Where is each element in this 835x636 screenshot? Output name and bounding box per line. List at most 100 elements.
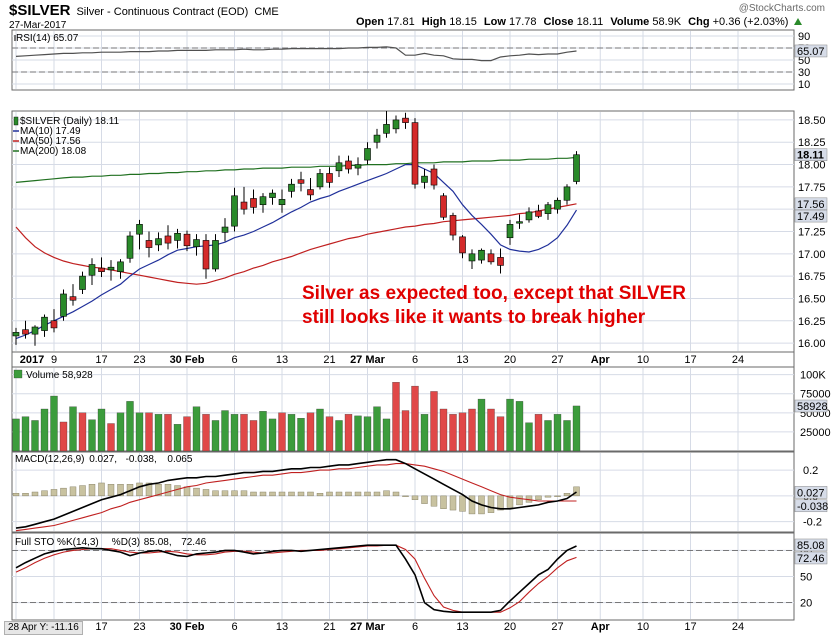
candle-body	[478, 249, 485, 261]
price-tick-label: 18.25	[798, 137, 826, 149]
open-value: 17.81	[387, 16, 415, 28]
price-legend-item: MA(50) 17.56	[20, 136, 81, 147]
candle-body	[41, 316, 48, 331]
time-axis-label: 27	[551, 354, 563, 366]
bottom-axis-label: 17	[684, 621, 696, 633]
chg-label: Chg	[688, 16, 710, 28]
volume-bar	[553, 414, 562, 452]
volume-bar	[221, 410, 229, 452]
macd-histogram-bar	[12, 493, 20, 497]
sto-k-badge: 85.08	[797, 540, 825, 552]
volume-bar	[344, 414, 353, 452]
candle-body	[335, 162, 343, 172]
macd-histogram-bar	[373, 491, 381, 497]
rsi-badge-bg	[794, 44, 828, 58]
macd-histogram-bar	[212, 490, 219, 497]
macd-histogram-bar	[468, 495, 476, 515]
volume-bar	[240, 414, 248, 452]
volume-badge: 58928	[797, 401, 828, 413]
volume-bar	[278, 412, 286, 452]
macd-histogram-bar	[240, 490, 248, 497]
volume-bar	[468, 408, 476, 452]
candle-body	[69, 296, 77, 301]
sto-legend-item: 85.08,	[144, 537, 172, 548]
candle-body	[88, 264, 96, 276]
rsi-legend: RSI(14) 65.07	[16, 33, 79, 44]
candle-body	[240, 201, 248, 210]
bottom-axis-label: 6	[231, 621, 237, 633]
candle-body	[544, 204, 552, 214]
macd-histogram-bar	[544, 495, 552, 498]
volume-bar	[401, 410, 410, 452]
macd-legend-item: 0.027,	[89, 454, 117, 465]
price-legend-item: MA(200) 18.08	[20, 146, 87, 157]
candle-body	[373, 134, 381, 143]
macd-tick-label: -0.2	[803, 517, 822, 529]
instrument-name: Silver - Continuous Contract (EOD)	[76, 6, 249, 18]
price-tick-label: 16.25	[798, 316, 826, 328]
macd-signal-badge: -0.038	[797, 501, 828, 513]
cursor-readout: 28 Apr Y: -11.16	[4, 621, 83, 635]
candle-body	[554, 199, 561, 210]
candle-body	[288, 183, 295, 192]
candle-body	[468, 253, 476, 262]
macd-histogram-bar	[326, 491, 333, 497]
candle-body	[183, 233, 191, 247]
volume-bar	[506, 398, 514, 452]
macd-line	[15, 458, 577, 529]
triangle-up-icon	[793, 18, 802, 25]
macd-histogram-bar	[193, 487, 200, 497]
sto-legend-item: %D(3)	[112, 537, 140, 548]
volume-bar	[477, 398, 486, 452]
volume-bar	[31, 420, 39, 452]
macd-histogram-bar	[506, 495, 514, 508]
candle-body	[326, 173, 333, 183]
macd-histogram-bar	[392, 491, 400, 497]
volume-bar	[192, 406, 201, 452]
candle-body	[107, 266, 115, 271]
price-tick-label: 17.00	[798, 249, 826, 261]
macd-histogram-bar	[60, 487, 67, 497]
low-label: Low	[483, 16, 506, 28]
candle-body	[22, 329, 29, 335]
candle-body	[155, 238, 162, 246]
ohlc-readout: Open 17.81 High 18.15 Low 17.78 Close 18…	[356, 16, 802, 28]
macd-histogram-bar	[411, 495, 419, 500]
candle-body	[126, 235, 134, 259]
candle-body	[506, 224, 514, 239]
candle-body	[563, 186, 571, 201]
candle-body	[316, 173, 324, 188]
volume-tick-label: 75000	[800, 389, 831, 401]
volume-bar	[544, 420, 552, 452]
time-axis-label: 24	[732, 354, 744, 366]
macd-histogram-bar	[250, 491, 257, 497]
candle-body	[98, 267, 105, 272]
volume-bar	[249, 420, 258, 452]
candle-body	[497, 257, 504, 266]
volume-bar	[449, 414, 457, 452]
sto-k-badge-bg	[794, 538, 828, 552]
candle-body	[50, 320, 58, 329]
volume-bar	[430, 391, 438, 452]
candle-body	[383, 124, 390, 134]
candle-body	[487, 253, 495, 263]
time-axis-label: 9	[51, 354, 57, 366]
bottom-axis-label: 21	[323, 621, 335, 633]
rsi-tick-label: 90	[798, 31, 810, 43]
volume-bar	[88, 419, 96, 452]
volume-bar	[50, 395, 58, 452]
volume-bar	[211, 420, 220, 452]
bottom-axis-label: 23	[133, 621, 145, 633]
volume-bar	[515, 401, 524, 452]
price-legend-swatch	[13, 116, 19, 126]
time-axis-label: 20	[504, 354, 516, 366]
candle-body	[145, 240, 153, 248]
volume-bar	[78, 412, 87, 452]
high-label: High	[421, 16, 447, 28]
macd-histogram-bar	[440, 495, 447, 509]
rsi-tick-label: 10	[798, 79, 810, 91]
volume-bar	[534, 414, 543, 452]
rsi-line	[15, 46, 577, 62]
candle-body	[212, 240, 219, 270]
